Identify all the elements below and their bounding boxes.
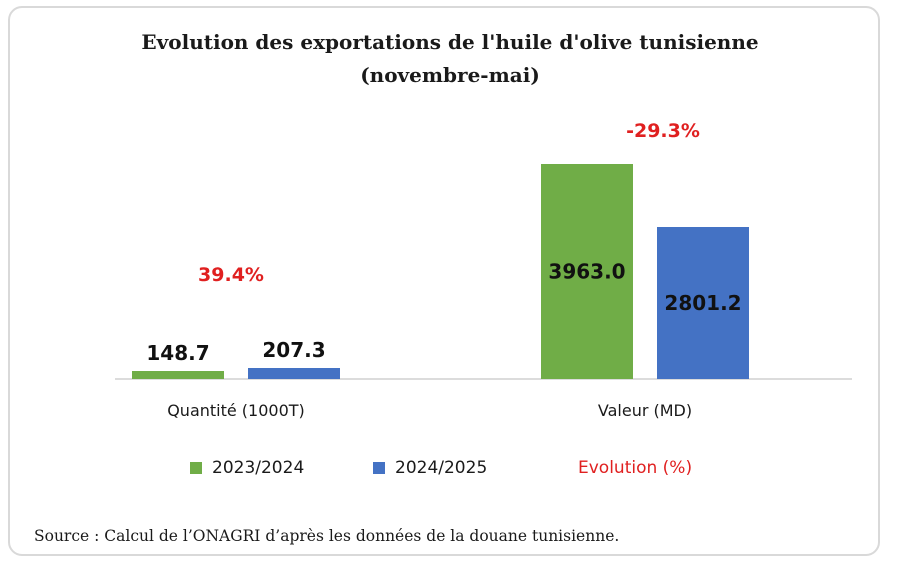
data-label-2024-2025-1: 2801.2 xyxy=(664,291,741,315)
data-label-2023-2024-0: 148.7 xyxy=(146,341,209,365)
bar-2024-2025-1 xyxy=(657,227,749,379)
legend-swatch-2024-2025 xyxy=(373,462,385,474)
bar-2023-2024-0 xyxy=(132,371,224,379)
legend-item-2023-2024: 2023/2024 xyxy=(190,456,304,480)
category-label-0: Quantité (1000T) xyxy=(167,401,305,420)
source-note: Source : Calcul de l’ONAGRI d’après les … xyxy=(34,527,620,545)
chart-subtitle: (novembre-mai) xyxy=(360,63,540,87)
evolution-label-0: 39.4% xyxy=(198,264,264,286)
evolution-label-1: -29.3% xyxy=(626,120,700,142)
chart-title: Evolution des exportations de l'huile d'… xyxy=(141,30,759,54)
legend-item-evolution: Evolution (%) xyxy=(578,456,692,480)
bar-2023-2024-1 xyxy=(541,164,633,379)
legend-label-2024-2025: 2024/2025 xyxy=(395,458,488,478)
legend-label-evolution: Evolution (%) xyxy=(578,458,693,478)
data-label-2024-2025-0: 207.3 xyxy=(262,338,325,362)
legend-label-2023-2024: 2023/2024 xyxy=(212,458,305,478)
legend-swatch-2023-2024 xyxy=(190,462,202,474)
category-label-1: Valeur (MD) xyxy=(598,401,692,420)
legend-item-2024-2025: 2024/2025 xyxy=(373,456,487,480)
bar-2024-2025-0 xyxy=(248,368,340,379)
data-label-2023-2024-1: 3963.0 xyxy=(548,260,625,284)
